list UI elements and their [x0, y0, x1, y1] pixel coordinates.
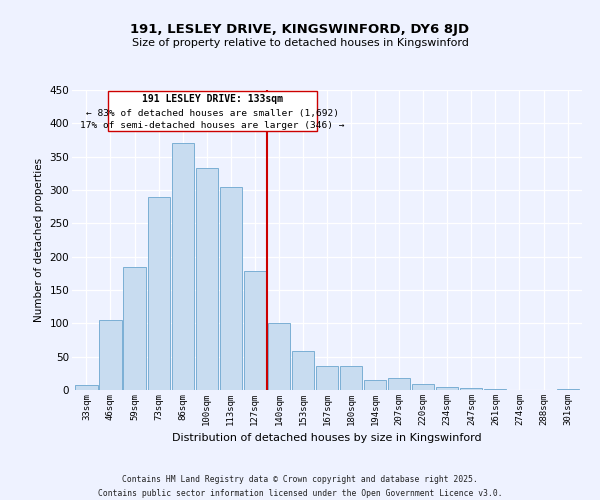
Bar [124, 266, 146, 390]
Bar [340, 366, 362, 390]
Text: 191 LESLEY DRIVE: 133sqm: 191 LESLEY DRIVE: 133sqm [142, 94, 283, 104]
Bar [172, 144, 194, 390]
Bar [388, 378, 410, 390]
Bar [364, 380, 386, 390]
Text: 17% of semi-detached houses are larger (346) →: 17% of semi-detached houses are larger (… [80, 121, 345, 130]
Bar [220, 186, 242, 390]
Bar [196, 168, 218, 390]
Bar [76, 384, 98, 390]
Bar [244, 272, 266, 390]
Y-axis label: Number of detached properties: Number of detached properties [34, 158, 44, 322]
Bar [100, 320, 122, 390]
Bar [557, 388, 578, 390]
Bar [148, 196, 170, 390]
Bar [268, 322, 290, 390]
Bar [436, 386, 458, 390]
Text: 191, LESLEY DRIVE, KINGSWINFORD, DY6 8JD: 191, LESLEY DRIVE, KINGSWINFORD, DY6 8JD [130, 22, 470, 36]
Bar [460, 388, 482, 390]
Text: Contains HM Land Registry data © Crown copyright and database right 2025.
Contai: Contains HM Land Registry data © Crown c… [98, 476, 502, 498]
FancyBboxPatch shape [108, 92, 317, 132]
Bar [412, 384, 434, 390]
Bar [292, 350, 314, 390]
Text: Size of property relative to detached houses in Kingswinford: Size of property relative to detached ho… [131, 38, 469, 48]
X-axis label: Distribution of detached houses by size in Kingswinford: Distribution of detached houses by size … [172, 434, 482, 444]
Bar [316, 366, 338, 390]
Text: ← 83% of detached houses are smaller (1,692): ← 83% of detached houses are smaller (1,… [86, 108, 339, 118]
